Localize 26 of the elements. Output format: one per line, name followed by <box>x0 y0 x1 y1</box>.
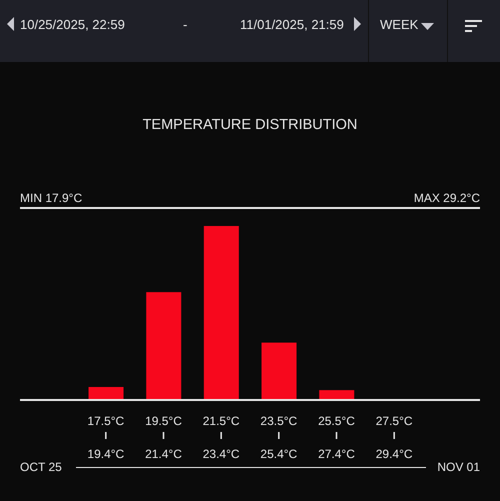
bar <box>319 390 354 400</box>
annotation: 21.4°C <box>145 447 182 461</box>
text: WEEK <box>380 17 418 32</box>
x-tick-label: 19.5°C <box>145 414 182 428</box>
annotation: 19.4°C <box>87 447 125 461</box>
x-tick-label: 23.5°C <box>260 414 298 428</box>
text: NOV 01 <box>437 460 480 474</box>
text: 11/01/2025, 21:59 <box>240 17 344 32</box>
annotation: 23.4°C <box>202 447 240 461</box>
annotation: 27.4°C <box>318 447 356 461</box>
x-tick-label: 21.5°C <box>202 414 240 428</box>
annotation: 29.4°C <box>376 447 413 461</box>
bar <box>204 226 239 400</box>
text: OCT 25 <box>20 460 62 474</box>
x-tick-label: 27.5°C <box>376 414 413 428</box>
bar <box>146 292 182 400</box>
text: 10/25/2025, 22:59 <box>20 17 125 32</box>
text: - <box>183 17 188 32</box>
x-tick-label: 25.5°C <box>318 414 356 428</box>
text: MAX 29.2°C <box>414 191 480 205</box>
bar <box>88 386 124 400</box>
chart-title: TEMPERATURE DISTRIBUTION <box>142 117 358 133</box>
x-tick-label: 17.5°C <box>87 414 125 428</box>
text: MIN 17.9°C <box>20 191 82 205</box>
bar <box>262 342 297 400</box>
annotation: 25.4°C <box>260 447 298 461</box>
